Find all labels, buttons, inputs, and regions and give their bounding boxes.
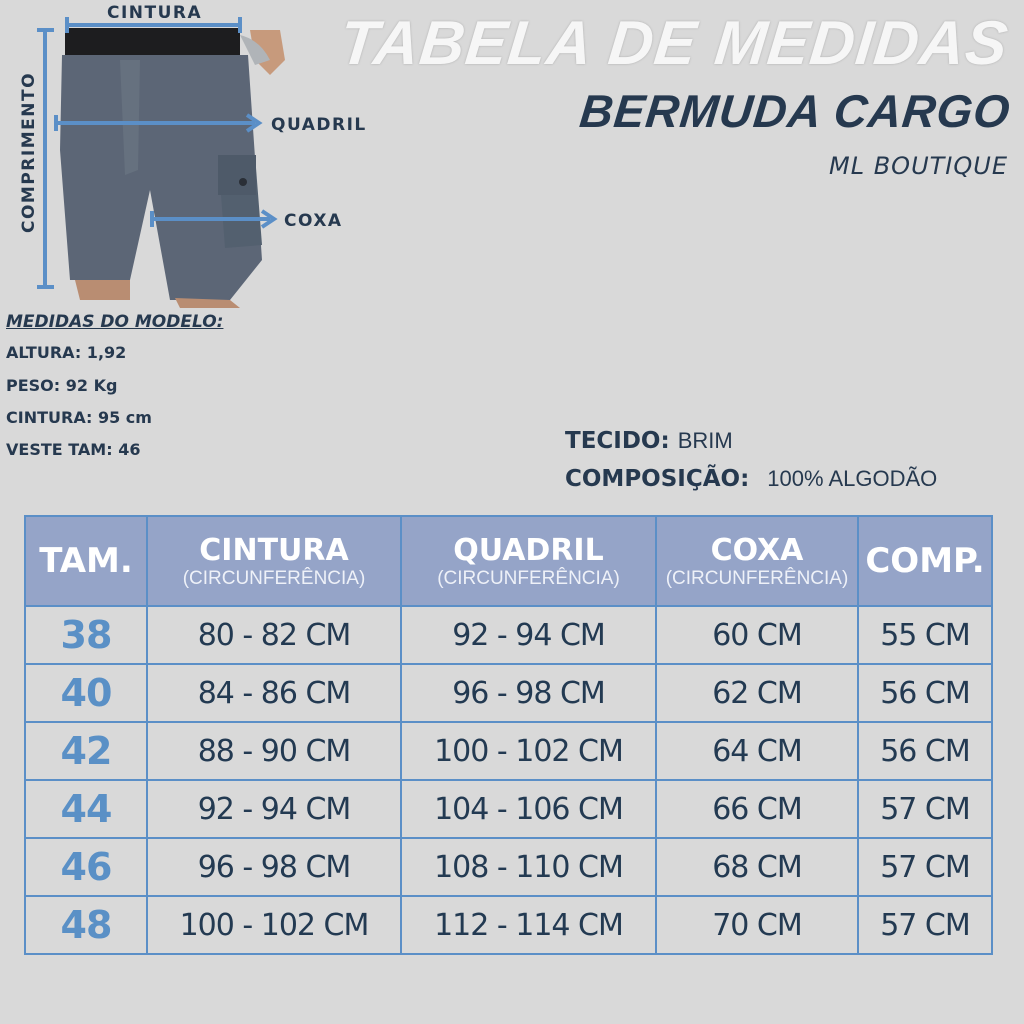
table-row: 38 80 - 82 CM 92 - 94 CM 60 CM 55 CM	[24, 605, 993, 665]
cell-size: 46	[24, 837, 148, 897]
cell-coxa: 62 CM	[655, 663, 859, 723]
cell-size: 42	[24, 721, 148, 781]
cell-size: 44	[24, 779, 148, 839]
cell-coxa: 68 CM	[655, 837, 859, 897]
cell-size: 38	[24, 605, 148, 665]
cell-quadril: 108 - 110 CM	[400, 837, 657, 897]
model-weight: PESO: 92 Kg	[6, 376, 118, 395]
shorts-measurement-diagram	[37, 17, 285, 308]
model-waist: CINTURA: 95 cm	[6, 408, 152, 427]
cell-comp: 56 CM	[857, 663, 993, 723]
cell-comp: 57 CM	[857, 837, 993, 897]
fabric-label: TECIDO:	[565, 428, 670, 454]
cell-quadril: 100 - 102 CM	[400, 721, 657, 781]
header-size: TAM.	[24, 515, 148, 607]
table-row: 46 96 - 98 CM 108 - 110 CM 68 CM 57 CM	[24, 837, 993, 897]
cell-quadril: 112 - 114 CM	[400, 895, 657, 955]
header-comp: COMP.	[857, 515, 993, 607]
size-table: TAM. CINTURA (CIRCUNFERÊNCIA) QUADRIL (CIR…	[24, 515, 993, 955]
cell-cintura: 96 - 98 CM	[146, 837, 402, 897]
cell-cintura: 92 - 94 CM	[146, 779, 402, 839]
fabric-info: TECIDO: BRIM	[565, 428, 733, 454]
cell-cintura: 84 - 86 CM	[146, 663, 402, 723]
cell-cintura: 80 - 82 CM	[146, 605, 402, 665]
cintura-label: CINTURA	[107, 3, 203, 23]
composition-info: COMPOSIÇÃO: 100% ALGODÃO	[565, 466, 937, 492]
shorts-photo	[60, 28, 285, 308]
cell-coxa: 70 CM	[655, 895, 859, 955]
comprimento-label: COMPRIMENTO	[19, 71, 39, 233]
cell-coxa: 66 CM	[655, 779, 859, 839]
brand-name: ML BOUTIQUE	[829, 152, 1008, 180]
cell-cintura: 88 - 90 CM	[146, 721, 402, 781]
page-title: TABELA DE MEDIDAS	[336, 9, 1012, 78]
quadril-label: QUADRIL	[271, 115, 367, 135]
fabric-value: BRIM	[677, 428, 733, 453]
product-name: BERMUDA CARGO	[576, 85, 1013, 137]
cell-coxa: 64 CM	[655, 721, 859, 781]
cell-comp: 57 CM	[857, 895, 993, 955]
cell-quadril: 104 - 106 CM	[400, 779, 657, 839]
cell-comp: 55 CM	[857, 605, 993, 665]
table-row: 48 100 - 102 CM 112 - 114 CM 70 CM 57 CM	[24, 895, 993, 955]
model-measurements-title: MEDIDAS DO MODELO:	[6, 312, 224, 332]
cell-size: 40	[24, 663, 148, 723]
table-row: 42 88 - 90 CM 100 - 102 CM 64 CM 56 CM	[24, 721, 993, 781]
composition-label: COMPOSIÇÃO:	[565, 466, 750, 492]
header-cintura: CINTURA (CIRCUNFERÊNCIA)	[146, 515, 402, 607]
table-row: 44 92 - 94 CM 104 - 106 CM 66 CM 57 CM	[24, 779, 993, 839]
coxa-label: COXA	[284, 211, 343, 231]
model-size: VESTE TAM: 46	[6, 440, 141, 459]
cell-comp: 56 CM	[857, 721, 993, 781]
model-height: ALTURA: 1,92	[6, 343, 127, 362]
cell-size: 48	[24, 895, 148, 955]
header-quadril: QUADRIL (CIRCUNFERÊNCIA)	[400, 515, 657, 607]
cell-coxa: 60 CM	[655, 605, 859, 665]
cell-quadril: 96 - 98 CM	[400, 663, 657, 723]
table-header-row: TAM. CINTURA (CIRCUNFERÊNCIA) QUADRIL (CIR…	[24, 515, 993, 607]
table-row: 40 84 - 86 CM 96 - 98 CM 62 CM 56 CM	[24, 663, 993, 723]
cell-cintura: 100 - 102 CM	[146, 895, 402, 955]
cell-comp: 57 CM	[857, 779, 993, 839]
header-coxa: COXA (CIRCUNFERÊNCIA)	[655, 515, 859, 607]
composition-value: 100% ALGODÃO	[767, 466, 938, 491]
cell-quadril: 92 - 94 CM	[400, 605, 657, 665]
